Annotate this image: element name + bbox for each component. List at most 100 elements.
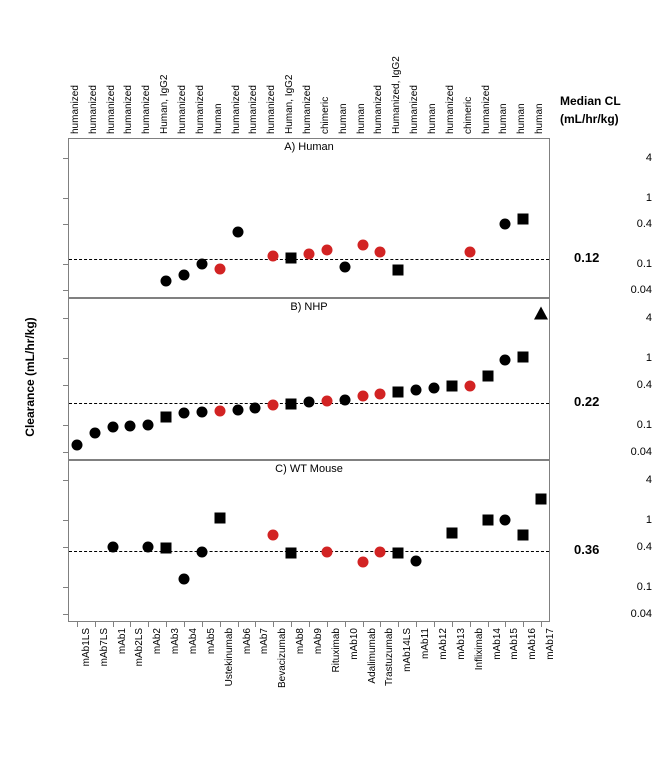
data-point xyxy=(411,555,422,566)
data-point xyxy=(446,527,457,538)
data-point xyxy=(534,306,548,319)
bottom-category-label: Infliximab xyxy=(474,628,485,728)
data-point xyxy=(304,397,315,408)
ytick-label: 1 xyxy=(588,192,652,204)
data-point xyxy=(214,406,225,417)
data-point xyxy=(411,384,422,395)
ytick-mark xyxy=(63,547,68,548)
data-point xyxy=(107,421,118,432)
top-category-label: chimeric xyxy=(320,97,331,134)
ytick-mark xyxy=(63,452,68,453)
xtick-mark xyxy=(255,622,256,627)
top-category-label: human xyxy=(498,103,509,134)
data-point xyxy=(268,250,279,261)
xtick-mark xyxy=(273,622,274,627)
xtick-mark xyxy=(488,622,489,627)
data-point xyxy=(375,246,386,257)
data-point xyxy=(232,227,243,238)
top-category-label: humanized xyxy=(445,85,456,134)
top-category-label: humanized xyxy=(231,85,242,134)
panel-C: C) WT Mouse xyxy=(68,460,550,622)
top-category-label: Humanized, IgG2 xyxy=(391,56,402,134)
top-category-label: humanized xyxy=(70,85,81,134)
ytick-mark xyxy=(63,480,68,481)
top-category-label: humanized xyxy=(106,85,117,134)
bottom-category-label: Rituximab xyxy=(331,628,342,728)
data-point xyxy=(304,248,315,259)
bottom-category-label: Bevacizumab xyxy=(277,628,288,728)
data-point xyxy=(161,543,172,554)
top-category-label: humanized xyxy=(266,85,277,134)
ytick-mark xyxy=(63,520,68,521)
data-point xyxy=(464,246,475,257)
top-category-label: human xyxy=(338,103,349,134)
data-point xyxy=(375,389,386,400)
data-point xyxy=(393,387,404,398)
data-point xyxy=(393,548,404,559)
data-point xyxy=(125,420,136,431)
xtick-mark xyxy=(470,622,471,627)
top-category-label: Human, IgG2 xyxy=(159,75,170,134)
median-header-2: (mL/hr/kg) xyxy=(560,112,619,126)
xtick-mark xyxy=(327,622,328,627)
data-point xyxy=(214,264,225,275)
data-point xyxy=(446,381,457,392)
data-point xyxy=(286,398,297,409)
ytick-label: 0.4 xyxy=(588,218,652,230)
data-point xyxy=(268,399,279,410)
data-point xyxy=(357,556,368,567)
panel-B: B) NHP xyxy=(68,298,550,460)
top-category-label: human xyxy=(213,103,224,134)
data-point xyxy=(500,354,511,365)
xtick-mark xyxy=(184,622,185,627)
bottom-category-label: mAb2 xyxy=(152,628,163,728)
bottom-category-label: Ustekinumab xyxy=(224,628,235,728)
data-point xyxy=(393,264,404,275)
data-point xyxy=(286,548,297,559)
xtick-mark xyxy=(113,622,114,627)
data-point xyxy=(375,546,386,557)
median-line-C xyxy=(69,551,549,552)
top-category-label: humanized xyxy=(123,85,134,134)
ytick-label: 0.04 xyxy=(588,608,652,620)
ytick-mark xyxy=(63,198,68,199)
bottom-category-label: mAb7LS xyxy=(99,628,110,728)
data-point xyxy=(250,403,261,414)
xtick-mark xyxy=(523,622,524,627)
bottom-category-label: mAb6 xyxy=(242,628,253,728)
data-point xyxy=(232,404,243,415)
bottom-category-label: mAb10 xyxy=(349,628,360,728)
data-point xyxy=(536,493,547,504)
panel-A: A) Human xyxy=(68,138,550,298)
ytick-mark xyxy=(63,358,68,359)
bottom-category-label: mAb1 xyxy=(117,628,128,728)
ytick-label: 0.1 xyxy=(588,419,652,431)
ytick-label: 1 xyxy=(588,352,652,364)
top-category-label: human xyxy=(516,103,527,134)
data-point xyxy=(357,240,368,251)
data-point xyxy=(179,269,190,280)
bottom-category-label: mAb12 xyxy=(438,628,449,728)
top-category-label: humanized xyxy=(409,85,420,134)
xtick-mark xyxy=(309,622,310,627)
ytick-mark xyxy=(63,224,68,225)
ytick-mark xyxy=(63,614,68,615)
data-point xyxy=(161,275,172,286)
data-point xyxy=(143,541,154,552)
xtick-mark xyxy=(220,622,221,627)
data-point xyxy=(268,530,279,541)
top-category-label: Human, IgG2 xyxy=(284,75,295,134)
top-category-label: humanized xyxy=(302,85,313,134)
data-point xyxy=(143,420,154,431)
bottom-category-label: Adalimumab xyxy=(367,628,378,728)
data-point xyxy=(321,547,332,558)
data-point xyxy=(357,391,368,402)
xtick-mark xyxy=(166,622,167,627)
top-category-label: humanized xyxy=(481,85,492,134)
xtick-mark xyxy=(345,622,346,627)
data-point xyxy=(482,515,493,526)
ytick-mark xyxy=(63,385,68,386)
bottom-category-label: mAb9 xyxy=(313,628,324,728)
bottom-category-label: mAb14LS xyxy=(402,628,413,728)
data-point xyxy=(518,351,529,362)
